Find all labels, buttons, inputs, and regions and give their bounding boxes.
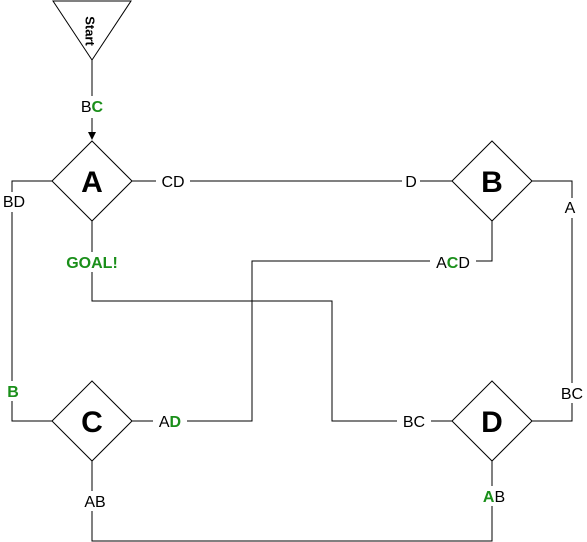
edge-label-c-right: AD bbox=[153, 412, 187, 432]
edge-label-segment: D bbox=[458, 255, 470, 272]
edge-label-segment: D bbox=[405, 174, 417, 191]
edge-label-text: AB bbox=[84, 494, 105, 511]
node-a: A bbox=[51, 140, 133, 222]
edge-label-segment: D bbox=[170, 414, 182, 431]
edge-label-text: B bbox=[7, 384, 19, 401]
start-node: Start bbox=[52, 0, 132, 61]
edge-label-segment: B bbox=[494, 489, 505, 506]
edge-label-segment: CD bbox=[161, 174, 184, 191]
node-d-label: D bbox=[481, 406, 503, 439]
edge-label-text: BC bbox=[81, 99, 104, 116]
start-triangle bbox=[52, 0, 132, 61]
node-a-label: A bbox=[81, 166, 103, 199]
edge-label-d-right: BC bbox=[555, 383, 587, 403]
edge-label-text: BC bbox=[561, 386, 583, 403]
edge-label-text: AB bbox=[483, 489, 505, 506]
edge-label-b-left: D bbox=[402, 172, 420, 192]
edge-label-segment: A bbox=[565, 200, 576, 217]
edge-label-b-right: A bbox=[560, 198, 582, 218]
edge-label-text: BD bbox=[3, 194, 25, 211]
node-c: C bbox=[51, 380, 133, 462]
edge-label-text: CD bbox=[161, 174, 184, 191]
edge-label-c-left: B bbox=[3, 381, 23, 401]
edge-label-b-bottom: ACD bbox=[430, 252, 476, 272]
edge-labels: BC CD D BD GOAL! A ACD B bbox=[0, 96, 587, 511]
node-b-diamond bbox=[451, 140, 533, 222]
edge-label-text: BC bbox=[403, 414, 425, 431]
edge-label-segment: C bbox=[447, 255, 459, 272]
edge-label-text: ACD bbox=[436, 255, 470, 272]
node-b: B bbox=[451, 140, 533, 222]
edge-label-text: D bbox=[405, 174, 417, 191]
node-a-diamond bbox=[51, 140, 133, 222]
edge-b-bottom-to-c bbox=[132, 221, 493, 422]
node-d-diamond bbox=[451, 380, 533, 462]
edge-label-text: GOAL! bbox=[66, 255, 118, 272]
edge-label-segment: GOAL! bbox=[66, 255, 118, 272]
edge-a-left-to-c bbox=[11, 180, 52, 422]
edge-label-segment: A bbox=[483, 489, 495, 506]
node-c-diamond bbox=[51, 380, 133, 462]
edge-label-a-goal: GOAL! bbox=[60, 252, 124, 272]
edge-label-segment: B bbox=[81, 99, 92, 116]
edge-label-segment: AB bbox=[84, 494, 105, 511]
node-b-label: B bbox=[481, 166, 503, 199]
edge-label-d-bottom: AB bbox=[478, 486, 510, 506]
edge-label-a-right: CD bbox=[156, 172, 190, 192]
start-label: Start bbox=[83, 16, 98, 46]
edge-label-c-bottom: AB bbox=[78, 491, 110, 511]
edge-label-segment: A bbox=[436, 255, 447, 272]
edge-label-segment: BC bbox=[403, 414, 425, 431]
edge-label-segment: A bbox=[159, 414, 170, 431]
edge-label-start-a: BC bbox=[77, 96, 107, 118]
edge-a-bottom-to-d bbox=[91, 221, 452, 422]
edge-label-segment: BD bbox=[3, 194, 25, 211]
edge-b-right-to-d bbox=[532, 180, 573, 422]
edge-label-segment: B bbox=[7, 384, 19, 401]
edge-label-text: A bbox=[565, 200, 576, 217]
edge-label-d-left: BC bbox=[397, 412, 431, 432]
node-d: D bbox=[451, 380, 533, 462]
node-c-label: C bbox=[81, 406, 103, 439]
edge-label-text: AD bbox=[159, 414, 181, 431]
edge-label-segment: BC bbox=[561, 386, 583, 403]
edge-label-a-left: BD bbox=[0, 192, 30, 212]
edge-c-bottom-to-d bbox=[91, 461, 493, 542]
connector-lines bbox=[11, 60, 573, 542]
edge-label-segment: C bbox=[92, 99, 104, 116]
